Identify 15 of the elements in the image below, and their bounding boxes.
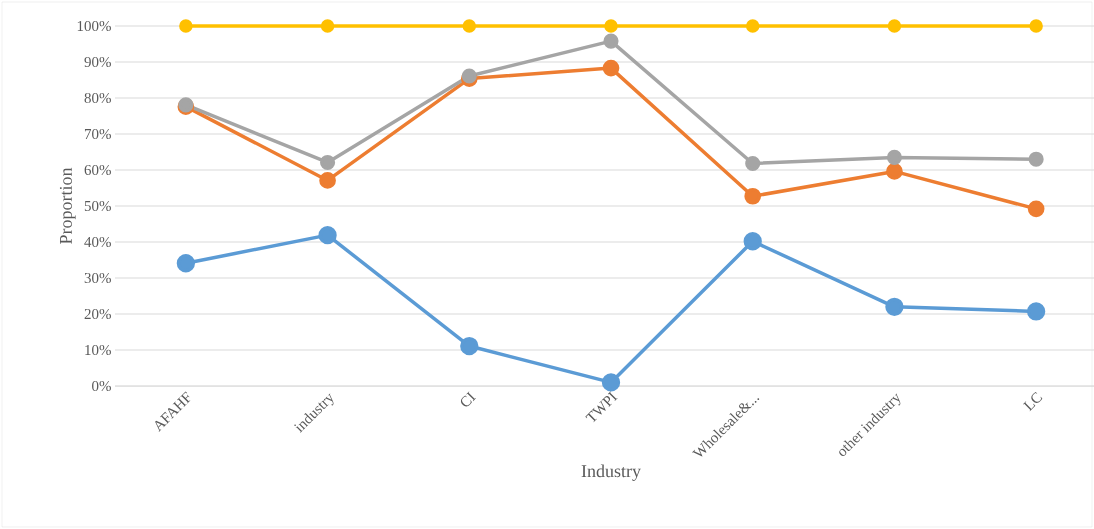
y-tick-label: 10% [85, 344, 111, 356]
y-tick-label: 30% [84, 272, 111, 284]
x-tick-label: LC [1022, 391, 1043, 412]
y-tick-label: 70% [84, 128, 111, 140]
y-tick-label: 40% [84, 236, 111, 248]
y-tick-label: 50% [84, 200, 111, 212]
x-tick-label: CI [460, 391, 476, 407]
y-tick-label: 100% [77, 20, 111, 32]
y-tick-label: 20% [84, 308, 111, 320]
x-axis-title: Industry [581, 464, 641, 481]
y-tick-label: 0% [92, 380, 111, 392]
y-tick-label: 90% [84, 56, 111, 68]
y-axis-title: Proportion [59, 167, 76, 244]
y-tick-label: 60% [84, 164, 111, 176]
y-tick-label: 80% [84, 92, 111, 104]
